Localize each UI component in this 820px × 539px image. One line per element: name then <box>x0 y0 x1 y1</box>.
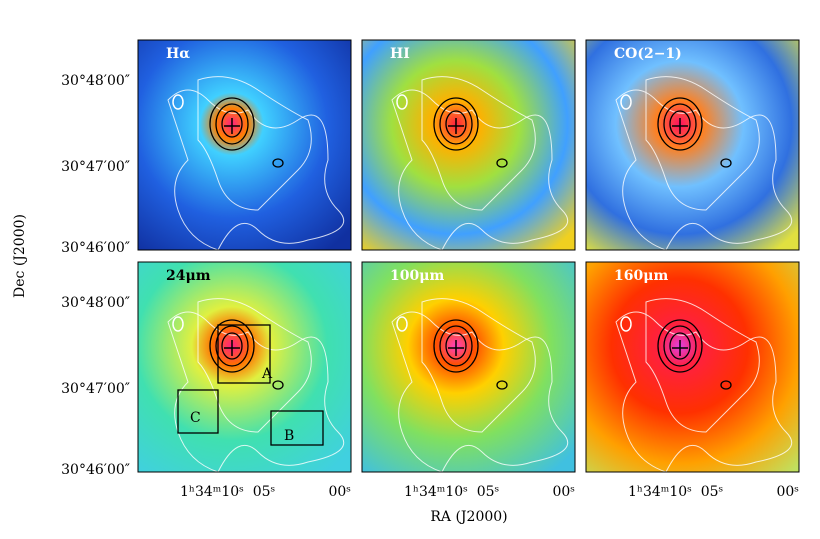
contour <box>167 311 345 473</box>
source-contour <box>221 110 243 138</box>
source-contour <box>439 325 473 367</box>
panel-label: Hα <box>166 46 190 62</box>
source-contour <box>669 110 691 138</box>
source-contour <box>663 103 697 145</box>
contour <box>620 94 632 110</box>
panel-label: CO(2−1) <box>614 46 682 62</box>
source-contour <box>433 319 479 373</box>
contour <box>197 76 312 211</box>
contour <box>172 316 184 332</box>
contour <box>645 76 760 211</box>
panel: 100μm <box>361 261 576 473</box>
region-label: C <box>190 410 201 426</box>
source-contour <box>657 319 703 373</box>
x-tick-label: 00ˢ <box>552 484 575 500</box>
x-tick-label: 00ˢ <box>328 484 351 500</box>
source-cross <box>448 340 464 356</box>
x-tick-label: 1ʰ34ᵐ10ˢ <box>628 484 692 500</box>
contour <box>421 298 536 433</box>
panel-frame <box>137 39 352 251</box>
contour <box>391 311 569 473</box>
y-tick-label: 30°46′00″ <box>61 240 130 256</box>
region-box <box>177 389 219 434</box>
contour <box>645 298 760 433</box>
panel-frame <box>137 261 352 473</box>
x-tick-label: 05ˢ <box>253 484 276 500</box>
source-contour <box>445 332 467 360</box>
source-contour <box>215 325 249 367</box>
source-contour <box>215 103 249 145</box>
y-tick-label: 30°47′00″ <box>61 381 130 397</box>
x-tick-label: 05ˢ <box>701 484 724 500</box>
source-contour <box>439 103 473 145</box>
region-box <box>217 324 271 384</box>
x-tick-label: 05ˢ <box>477 484 500 500</box>
panel-frame <box>361 39 576 251</box>
source-contour <box>209 319 255 373</box>
region-label: B <box>284 428 294 444</box>
contour <box>720 158 732 168</box>
contour <box>720 380 732 390</box>
source-cross <box>224 118 240 134</box>
panel: 160μm <box>585 261 800 473</box>
panel-label: HI <box>390 46 410 62</box>
panel: CO(2−1) <box>585 39 800 251</box>
contour <box>396 316 408 332</box>
contour <box>272 158 284 168</box>
source-cross <box>448 118 464 134</box>
panel-frame <box>361 261 576 473</box>
region-label: A <box>261 366 273 382</box>
contour <box>620 316 632 332</box>
y-tick-label: 30°47′00″ <box>61 159 130 175</box>
panel-label: 100μm <box>390 268 444 284</box>
source-contour <box>663 325 697 367</box>
source-cross <box>224 340 240 356</box>
contour <box>421 76 536 211</box>
source-cross <box>672 340 688 356</box>
y-tick-label: 30°48′00″ <box>61 73 130 89</box>
source-contour <box>669 332 691 360</box>
x-tick-label: 1ʰ34ᵐ10ˢ <box>404 484 468 500</box>
source-contour <box>433 97 479 151</box>
x-tick-label: 1ʰ34ᵐ10ˢ <box>180 484 244 500</box>
contour <box>172 94 184 110</box>
contour <box>615 89 793 251</box>
panel: HI <box>361 39 576 251</box>
panel: 24μm A B C <box>137 261 352 473</box>
panel-frame <box>585 261 800 473</box>
source-contour <box>209 97 255 151</box>
contour <box>391 89 569 251</box>
panel-frame <box>585 39 800 251</box>
contour <box>167 89 345 251</box>
source-contour <box>221 332 243 360</box>
contour <box>396 94 408 110</box>
x-tick-label: 00ˢ <box>776 484 799 500</box>
x-axis-title: RA (J2000) <box>430 509 507 525</box>
source-cross <box>672 118 688 134</box>
panel-label: 160μm <box>614 268 668 284</box>
contour <box>272 380 284 390</box>
y-tick-label: 30°46′00″ <box>61 462 130 478</box>
y-tick-label: 30°48′00″ <box>61 295 130 311</box>
contour <box>615 311 793 473</box>
panel: Hα <box>137 39 352 251</box>
y-axis-title: Dec (J2000) <box>12 214 28 298</box>
source-contour <box>657 97 703 151</box>
panel-label: 24μm <box>166 268 211 284</box>
region-box <box>270 410 324 446</box>
contour <box>496 380 508 390</box>
source-contour <box>445 110 467 138</box>
contour <box>496 158 508 168</box>
